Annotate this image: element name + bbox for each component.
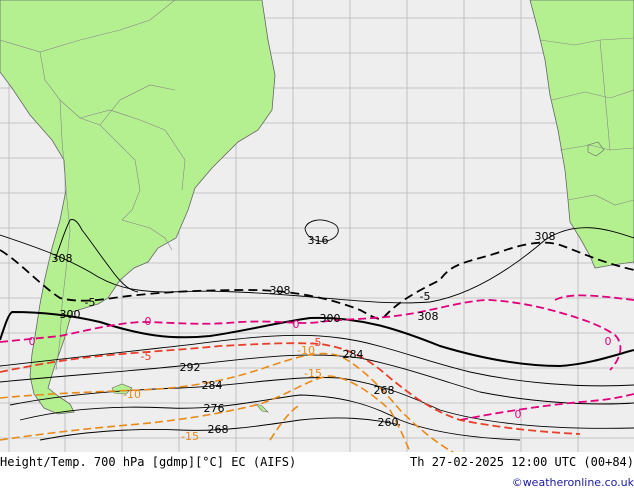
africa-landmass	[529, 0, 634, 269]
south-georgia-island	[255, 403, 269, 413]
andes-308-contour	[54, 219, 139, 293]
height-label: 300	[320, 312, 341, 325]
height-label: 268	[374, 384, 395, 397]
temp-label: 0	[293, 318, 300, 331]
lesotho	[587, 141, 605, 157]
country-borders	[0, 0, 186, 371]
height-label: 260	[378, 416, 399, 429]
temp-label: 0	[605, 335, 612, 348]
temp-label: 0	[29, 335, 36, 348]
height-contour-308	[0, 241, 634, 320]
temp-label: -15	[181, 430, 199, 443]
height-label: 292	[180, 361, 201, 374]
height-label: 268	[208, 423, 229, 436]
temp-label: 0	[145, 315, 152, 328]
height-label: 300	[60, 308, 81, 321]
temp-label: -5	[85, 296, 96, 309]
height-label: 308	[535, 230, 556, 243]
footer-band	[0, 452, 634, 490]
valid-time: Th 27-02-2025 12:00 UTC (00+84)	[410, 455, 634, 469]
africa-borders	[539, 37, 634, 206]
height-label: 284	[202, 379, 223, 392]
island-316-contour	[304, 219, 339, 242]
height-labels: 316 308 308 308 308 300 300 292 284 284 …	[52, 230, 556, 436]
temp-label: -10	[123, 388, 141, 401]
temp-labels: -5 -5 0 0 0 0 -5 -5 -10 -10 -15 -15 0	[29, 290, 612, 443]
temp-label: -15	[304, 367, 322, 380]
temp-contours-cold	[0, 352, 461, 457]
temp-label: 0	[515, 408, 522, 421]
temp-label: -5	[311, 336, 322, 349]
temp-contours-zero	[0, 294, 634, 421]
height-label: 308	[52, 252, 73, 265]
temp-label: -10	[297, 344, 315, 357]
height-label: 316	[308, 234, 329, 247]
height-label: 308	[270, 284, 291, 297]
credit-link[interactable]: ©weatheronline.co.uk	[512, 476, 634, 489]
temp-contours-minus5	[0, 342, 581, 435]
map-title: Height/Temp. 700 hPa [gdmp][°C] EC (AIFS…	[0, 455, 296, 469]
height-label: 276	[204, 402, 225, 415]
south-america-landmass	[0, 0, 276, 415]
height-label: 284	[343, 348, 364, 361]
temp-label: -5	[141, 350, 152, 363]
height-label: 308	[418, 310, 439, 323]
temp-label: -5	[420, 290, 431, 303]
